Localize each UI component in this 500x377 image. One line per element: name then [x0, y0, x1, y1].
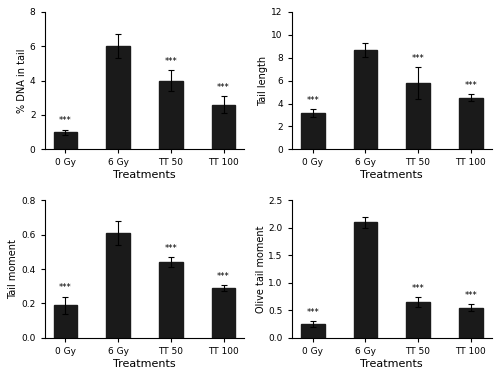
Bar — [159, 81, 182, 149]
Text: ***: *** — [412, 284, 424, 293]
Y-axis label: Tail length: Tail length — [258, 55, 268, 106]
Text: ***: *** — [59, 116, 72, 126]
X-axis label: Treatments: Treatments — [360, 170, 423, 180]
Bar — [301, 324, 324, 338]
Text: ***: *** — [217, 83, 230, 92]
Bar — [459, 98, 482, 149]
Bar — [354, 50, 377, 149]
Y-axis label: % DNA in tail: % DNA in tail — [17, 48, 27, 113]
Text: ***: *** — [306, 95, 319, 104]
Bar — [212, 105, 236, 149]
Bar — [301, 113, 324, 149]
Y-axis label: Olive tail moment: Olive tail moment — [256, 225, 266, 313]
Y-axis label: Tail moment: Tail moment — [8, 239, 18, 299]
Bar — [406, 302, 430, 338]
Text: ***: *** — [412, 54, 424, 63]
X-axis label: Treatments: Treatments — [113, 359, 176, 369]
Text: ***: *** — [164, 244, 177, 253]
Bar — [354, 222, 377, 338]
X-axis label: Treatments: Treatments — [113, 170, 176, 180]
Bar — [406, 83, 430, 149]
Text: ***: *** — [59, 284, 72, 293]
Text: ***: *** — [464, 81, 477, 90]
Bar — [212, 288, 236, 338]
Text: ***: *** — [164, 57, 177, 66]
Bar — [159, 262, 182, 338]
X-axis label: Treatments: Treatments — [360, 359, 423, 369]
Bar — [106, 46, 130, 149]
Bar — [54, 132, 78, 149]
Bar — [459, 308, 482, 338]
Text: ***: *** — [217, 272, 230, 281]
Text: ***: *** — [464, 291, 477, 300]
Text: ***: *** — [306, 308, 319, 317]
Bar — [106, 233, 130, 338]
Bar — [54, 305, 78, 338]
